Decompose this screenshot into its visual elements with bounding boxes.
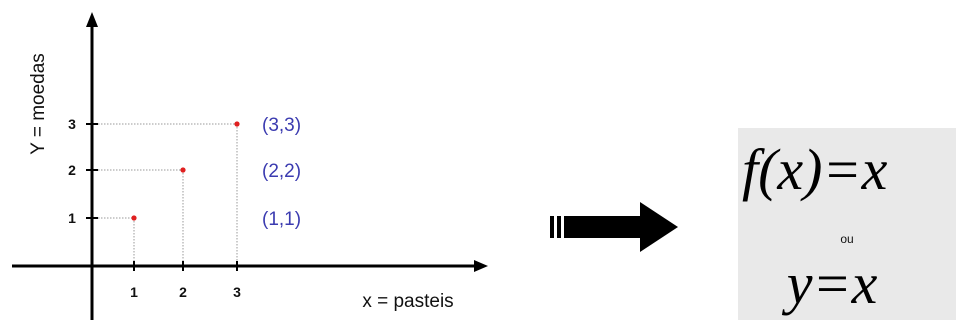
point-label: (3,3) <box>262 115 301 136</box>
y-axis-arrowhead <box>86 12 98 27</box>
data-points: (1,1) (2,2) (3,3) <box>131 115 301 230</box>
y-tick-label: 1 <box>68 210 76 226</box>
x-axis-title: x = pasteis <box>362 291 453 312</box>
function-formula: f(x)=x <box>742 137 888 202</box>
data-point <box>131 215 137 221</box>
right-arrow-icon <box>550 202 678 252</box>
axes <box>12 12 488 320</box>
y-tick-label: 2 <box>68 162 76 178</box>
equation-formula: y=x <box>786 251 878 316</box>
y-tick-label: 3 <box>68 116 76 132</box>
x-tick-label: 1 <box>130 284 138 300</box>
point-label: (1,1) <box>262 209 301 230</box>
formula-connector: ou <box>840 232 854 246</box>
point-label: (2,2) <box>262 161 301 182</box>
x-tick-label: 3 <box>233 284 241 300</box>
x-axis-arrowhead <box>474 260 488 272</box>
data-point <box>180 167 186 173</box>
guide-lines <box>92 123 238 266</box>
data-point <box>234 121 240 127</box>
y-axis-title: Y = moedas <box>28 53 49 155</box>
formula-panel: f(x)=x ou y=x <box>738 128 956 320</box>
x-tick-label: 2 <box>179 284 187 300</box>
axis-ticks: 1 2 3 1 2 3 <box>68 116 241 300</box>
